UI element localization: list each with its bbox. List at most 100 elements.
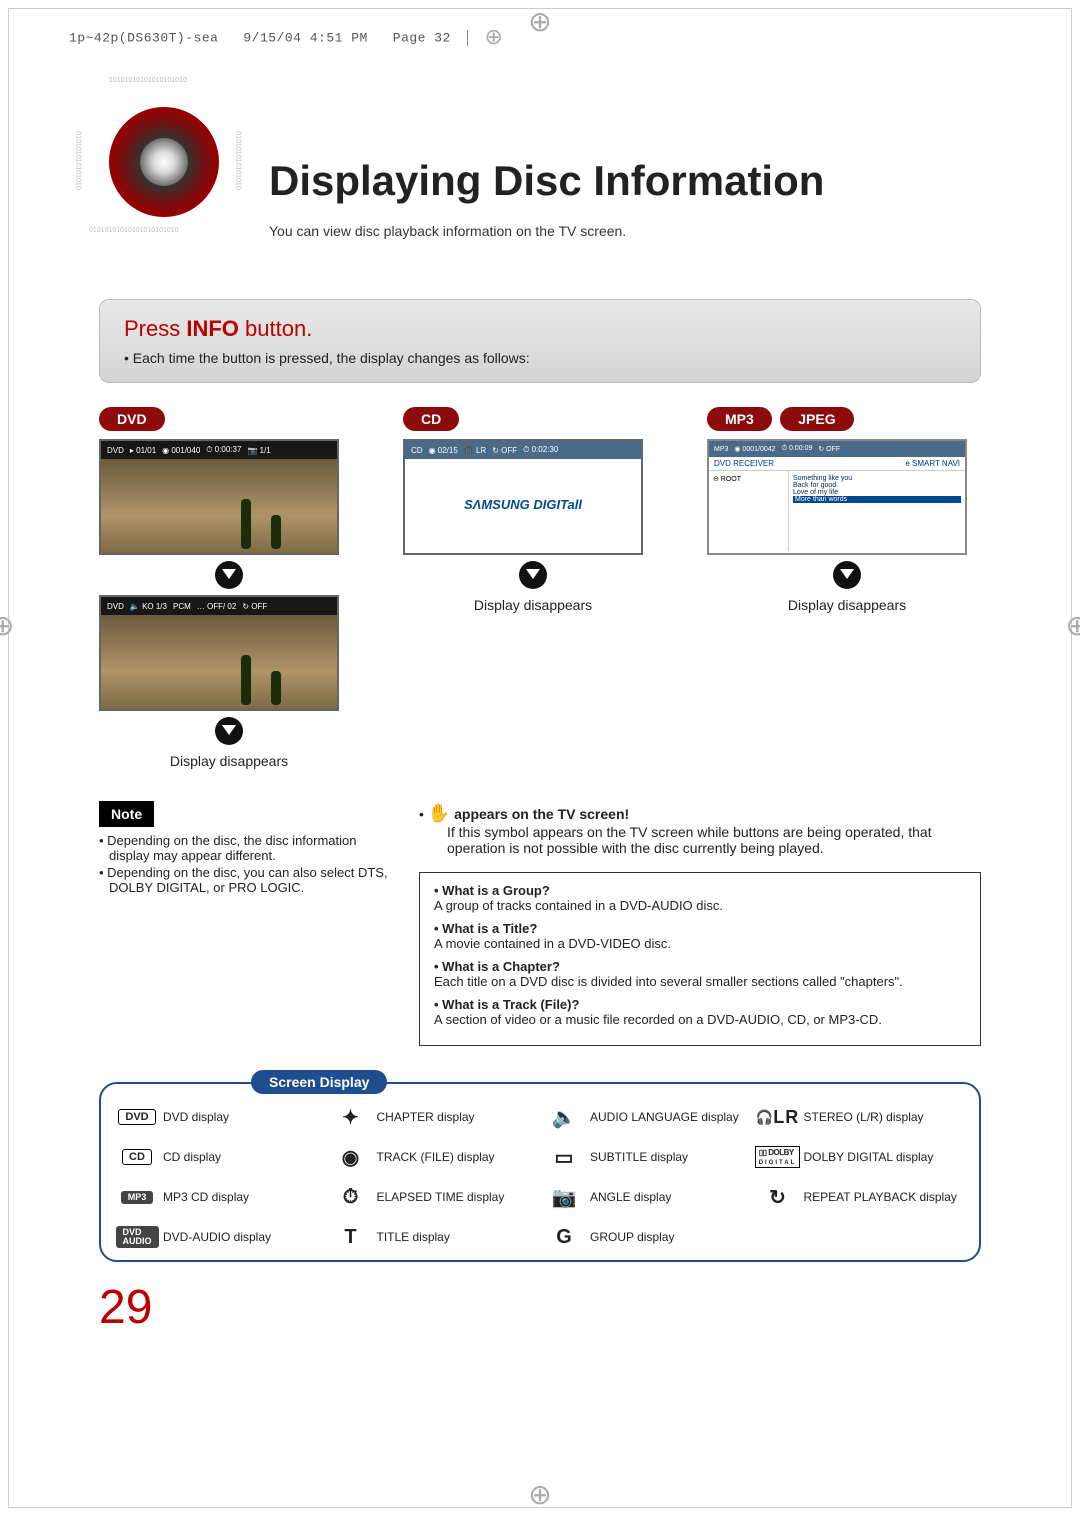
sd-icon: ✦ (333, 1106, 369, 1128)
def-item: What is a Group?A group of tracks contai… (434, 883, 966, 913)
sd-cell: ▯▯ DOLBYDIGITAL DOLBY DIGITAL display (760, 1146, 962, 1168)
sd-cell: 📷ANGLE display (546, 1186, 748, 1208)
sd-label: REPEAT PLAYBACK display (804, 1190, 957, 1204)
sd-icon: DVD AUDIO (119, 1226, 155, 1248)
sd-label: AUDIO LANGUAGE display (590, 1110, 739, 1124)
sd-label: TITLE display (377, 1230, 450, 1244)
screen-display-legend: Screen Display DVDDVD display✦CHAPTER di… (99, 1082, 981, 1262)
note-item: Depending on the disc, you can also sele… (99, 865, 399, 895)
def-a: A movie contained in a DVD-VIDEO disc. (434, 936, 671, 951)
cd-screen: CD ◉ 02/15 🎧 LR ↻ OFF ⏱ 0:02:30 SΛMSUNG … (403, 439, 643, 555)
def-item: What is a Title?A movie contained in a D… (434, 921, 966, 951)
sd-icon: MP3 (119, 1186, 155, 1208)
osd: ↻ OFF (818, 445, 840, 453)
sd-cell: ▭SUBTITLE display (546, 1146, 748, 1168)
note-tag: Note (99, 801, 154, 827)
sd-cell: TTITLE display (333, 1226, 535, 1248)
display-disappears: Display disappears (403, 597, 663, 613)
osd: ⏱ 0:02:30 (523, 445, 558, 455)
mp3-screen: MP3 ◉ 0001/0042 ⏱ 0:00:09 ↻ OFF DVD RECE… (707, 439, 967, 555)
sd-label: MP3 CD display (163, 1190, 249, 1204)
sd-title: Screen Display (251, 1070, 387, 1094)
hand-body: If this symbol appears on the TV screen … (419, 824, 981, 856)
mp3-track-selected: More than words (793, 496, 961, 503)
crop-mark-top: ⊕ (528, 5, 551, 38)
down-arrow-icon (215, 717, 243, 745)
note-box: Note Depending on the disc, the disc inf… (99, 801, 399, 895)
hand-icon: ✋ (428, 803, 450, 823)
speaker-graphic: 10101010101010101010 0101010101010101010… (79, 77, 259, 257)
sd-label: GROUP display (590, 1230, 674, 1244)
osd: 📷 1/1 (247, 446, 270, 455)
samsung-logo: SΛMSUNG DIGITall (405, 495, 641, 514)
mp3-track: Love of my life (793, 489, 961, 496)
mp3-receiver: DVD RECEIVER (714, 459, 774, 468)
def-item: What is a Chapter?Each title on a DVD di… (434, 959, 966, 989)
hand-note: • ✋ appears on the TV screen! If this sy… (419, 803, 981, 856)
mp3-root: ⊖ ROOT (713, 475, 784, 483)
sd-icon: 🔈 (546, 1106, 582, 1128)
sd-label: STEREO (L/R) display (804, 1110, 924, 1124)
sd-label: DVD-AUDIO display (163, 1230, 271, 1244)
page-frame: ⊕ 1p~42p(DS630T)-sea 9/15/04 4:51 PM Pag… (8, 8, 1072, 1508)
sd-icon: DVD (119, 1106, 155, 1128)
sd-icon: ▭ (546, 1146, 582, 1168)
osd: DVD (107, 602, 124, 611)
dvd-screen1-bar: DVD ▸ 01/01 ◉ 001/040 ⏱ 0:00:37 📷 1/1 (101, 441, 337, 459)
sd-cell: 🔈 AUDIO LANGUAGE display (546, 1106, 748, 1128)
banner-post: button. (239, 316, 312, 341)
sd-icon: G (546, 1226, 582, 1248)
sd-cell: DVDDVD display (119, 1106, 321, 1128)
sd-label: TRACK (FILE) display (377, 1150, 495, 1164)
sd-label: DOLBY DIGITAL display (804, 1150, 934, 1164)
pill-dvd: DVD (99, 407, 165, 431)
sd-label: ELAPSED TIME display (377, 1190, 505, 1204)
sd-icon: ▯▯ DOLBYDIGITAL (760, 1146, 796, 1168)
sd-cell: ✦CHAPTER display (333, 1106, 535, 1128)
banner-sub: Each time the button is pressed, the dis… (124, 350, 956, 366)
sd-icon: ◉ (333, 1146, 369, 1168)
sd-cell: ↻ REPEAT PLAYBACK display (760, 1186, 962, 1208)
down-arrow-icon (519, 561, 547, 589)
crop-mark-left: ⊕ (0, 609, 14, 642)
note-column: Note Depending on the disc, the disc inf… (99, 777, 399, 1046)
mp3-bar: MP3 ◉ 0001/0042 ⏱ 0:00:09 ↻ OFF (709, 441, 965, 457)
banner-headline: Press INFO button. (124, 316, 956, 342)
osd: … OFF/ 02 (197, 602, 237, 611)
osd: PCM (173, 602, 191, 611)
osd: DVD (107, 446, 124, 455)
col-cd: CD CD ◉ 02/15 🎧 LR ↻ OFF ⏱ 0:02:30 SΛMSU… (403, 407, 663, 769)
def-q: What is a Group? (442, 883, 550, 898)
lower-row: Note Depending on the disc, the disc inf… (99, 777, 981, 1046)
sd-grid: DVDDVD display ✦CHAPTER display 🔈 AUDIO LAN… (119, 1106, 961, 1248)
pill-cd: CD (403, 407, 459, 431)
hand-head: appears on the TV screen! (454, 806, 629, 822)
def-a: A group of tracks contained in a DVD-AUD… (434, 898, 723, 913)
osd: 🔈 KO 1/3 (130, 602, 167, 611)
banner-pre: Press (124, 316, 186, 341)
cd-screen-bar: CD ◉ 02/15 🎧 LR ↻ OFF ⏱ 0:02:30 (405, 441, 641, 459)
osd: ⏱ 0:00:09 (782, 445, 813, 453)
defs-column: • ✋ appears on the TV screen! If this sy… (419, 777, 981, 1046)
osd: ↻ OFF (242, 602, 267, 611)
down-arrow-icon (215, 561, 243, 589)
dvd-screen-2: DVD 🔈 KO 1/3 PCM … OFF/ 02 ↻ OFF (99, 595, 339, 711)
sd-label: ANGLE display (590, 1190, 671, 1204)
display-disappears: Display disappears (707, 597, 987, 613)
sd-cell: ⏱ELAPSED TIME display (333, 1186, 535, 1208)
osd: ↻ OFF (492, 446, 517, 455)
sd-cell: MP3 MP3 CD display (119, 1186, 321, 1208)
osd: ⏱ 0:00:37 (206, 445, 241, 455)
info-banner: Press INFO button. Each time the button … (99, 299, 981, 383)
print-page: Page 32 (393, 30, 451, 45)
def-a: Each title on a DVD disc is divided into… (434, 974, 903, 989)
pill-jpeg: JPEG (780, 407, 853, 431)
def-item: What is a Track (File)?A section of vide… (434, 997, 966, 1027)
sd-cell: ◉ TRACK (FILE) display (333, 1146, 535, 1168)
dvd-screen2-bar: DVD 🔈 KO 1/3 PCM … OFF/ 02 ↻ OFF (101, 597, 337, 615)
sd-icon: ↻ (760, 1186, 796, 1208)
sd-cell: CDCD display (119, 1146, 321, 1168)
mp3-track: Something like you (793, 475, 961, 482)
pill-mp3: MP3 (707, 407, 772, 431)
down-arrow-icon (833, 561, 861, 589)
